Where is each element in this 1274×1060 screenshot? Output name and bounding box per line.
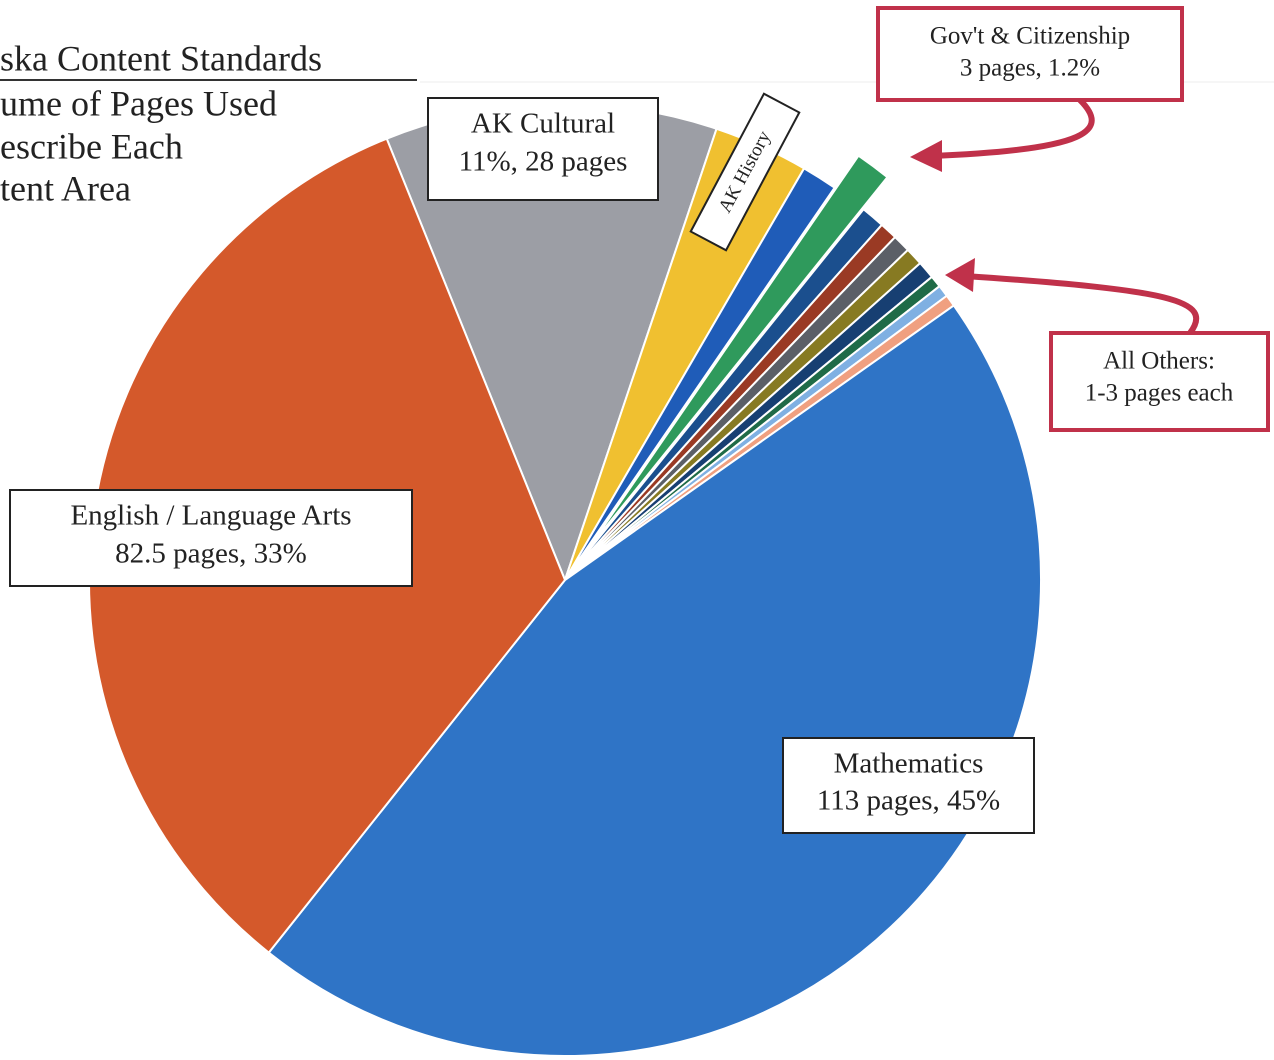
label-box <box>427 97 659 201</box>
pie-slice <box>267 304 1042 1057</box>
value-label: 3 pages, 1.2% <box>960 55 1100 82</box>
arrow-head <box>945 258 975 292</box>
label-box <box>9 489 413 587</box>
category-label: Gov't & Citizenship <box>930 23 1130 50</box>
value-label: 82.5 pages, 33% <box>115 538 307 570</box>
pie-slice <box>588 154 889 549</box>
category-label: Mathematics <box>834 748 984 780</box>
annotation: 1-3 pages each <box>1085 380 1234 407</box>
title-line: escribe Each <box>0 126 183 166</box>
annotation: All Others: <box>1103 348 1215 375</box>
pie-slice <box>564 167 836 581</box>
callout-box <box>1049 331 1270 432</box>
pie <box>88 103 1042 1057</box>
value-label: 11%, 28 pages <box>459 146 628 178</box>
callout-arrow <box>964 273 1200 335</box>
category-label: English / Language Arts <box>70 500 351 532</box>
value-label: 113 pages, 45% <box>817 785 1000 817</box>
title-block: ska Content Standards ume of Pages Used … <box>0 38 417 208</box>
label-box <box>689 92 801 252</box>
callout-arrow <box>929 97 1095 159</box>
title-line: ume of Pages Used <box>0 83 277 123</box>
arrow-head <box>910 140 942 172</box>
label-box <box>782 737 1035 834</box>
title-line: tent Area <box>0 168 131 208</box>
category-label: AK Cultural <box>471 108 615 140</box>
title-line: ska Content Standards <box>0 38 322 78</box>
label-box <box>876 6 1184 102</box>
labels: AK Cultural 11%, 28 pages Gov't & Citizens… <box>9 6 1184 834</box>
